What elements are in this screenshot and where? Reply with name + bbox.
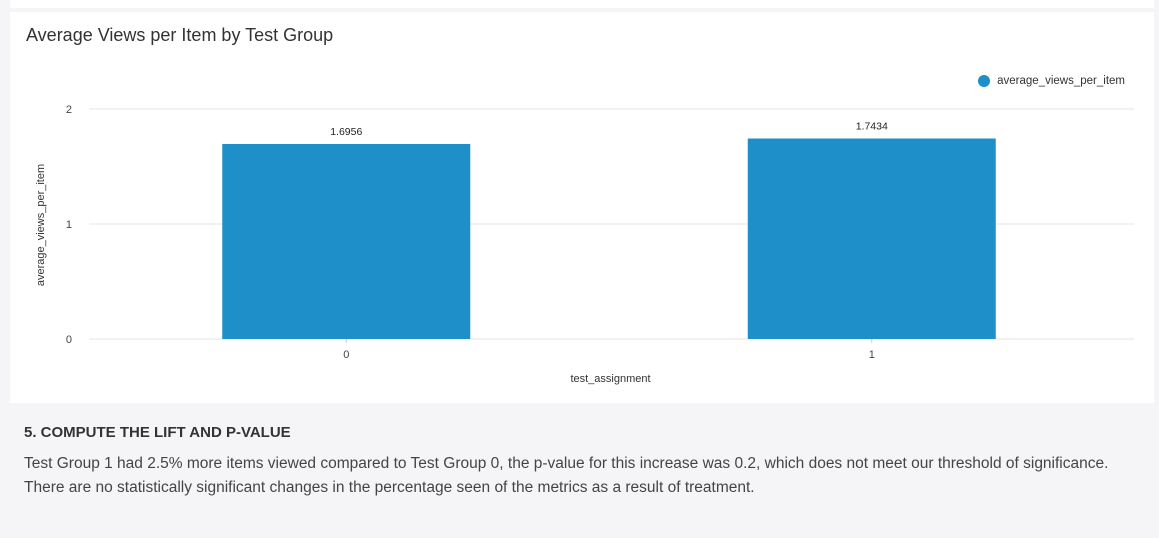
y-tick-label: 2 (66, 104, 72, 116)
y-tick-label: 1 (66, 219, 72, 231)
bar-1 (747, 138, 996, 339)
y-tick-label: 0 (66, 334, 72, 346)
x-tick-label: 0 (343, 349, 349, 361)
previous-card (10, 0, 1154, 8)
chart-title: Average Views per Item by Test Group (26, 25, 334, 45)
chart-legend[interactable]: average_views_per_item (978, 75, 1125, 87)
bar-0 (222, 144, 471, 339)
legend-label: average_views_per_item (997, 75, 1125, 87)
section-title: 5. COMPUTE THE LIFT AND P-VALUE (24, 424, 291, 441)
y-axis-label: average_views_per_item (35, 164, 47, 286)
legend-dot-icon (978, 75, 991, 87)
data-label: 1.7434 (856, 121, 888, 133)
bar-chart: 0 1 2 average_views_per_item 1.6956 0 1.7434 1 t… (35, 104, 1134, 385)
section-body: Test Group 1 had 2.5% more items viewed … (24, 455, 1109, 496)
x-tick-label: 1 (869, 349, 875, 361)
chart-card: Average Views per Item by Test Group ave… (10, 12, 1154, 403)
data-label: 1.6956 (330, 126, 362, 138)
x-axis-label: test_assignment (570, 373, 650, 385)
